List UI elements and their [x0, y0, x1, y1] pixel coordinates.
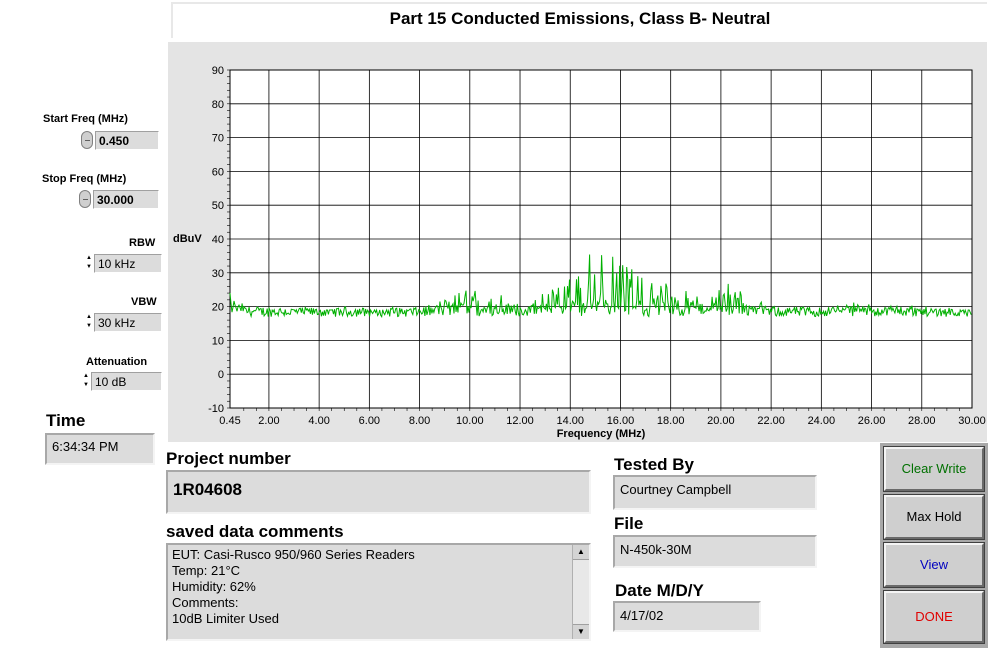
project-number-label: Project number [166, 449, 291, 468]
scroll-up-icon[interactable]: ▲ [573, 545, 589, 560]
comment-line: EUT: Casi-Rusco 950/960 Series Readers [172, 547, 415, 562]
x-tick-label: 24.00 [808, 415, 836, 427]
clear-write-button[interactable]: Clear Write [883, 446, 985, 492]
x-tick-label: 18.00 [657, 415, 685, 427]
y-tick-label: 40 [212, 234, 224, 246]
done-button[interactable]: DONE [883, 590, 985, 644]
rbw-label: RBW [129, 237, 156, 249]
x-tick-label: 8.00 [409, 415, 430, 427]
comments-scrollbar[interactable]: ▲ ▼ [572, 545, 589, 639]
date-label: Date M/D/Y [615, 581, 704, 600]
file-label: File [614, 514, 644, 533]
comments-label: saved data comments [166, 522, 344, 541]
scroll-down-icon[interactable]: ▼ [573, 624, 589, 639]
x-tick-label: 6.00 [359, 415, 380, 427]
y-tick-label: 70 [212, 133, 224, 145]
rbw-select[interactable]: 10 kHz [94, 254, 162, 273]
y-tick-label: 60 [212, 166, 224, 178]
x-tick-label: 2.00 [258, 415, 279, 427]
y-tick-label: 20 [212, 302, 224, 314]
attenuation-label: Attenuation [86, 356, 148, 368]
x-axis-label: Frequency (MHz) [557, 428, 646, 440]
y-tick-label: -10 [208, 403, 224, 415]
x-tick-label: 26.00 [858, 415, 886, 427]
start-freq-input[interactable]: 0.450 [95, 131, 159, 150]
spin-up-icon[interactable]: ▲ [83, 373, 89, 379]
comment-line: Temp: 21°C [172, 563, 241, 578]
y-tick-label: 80 [212, 99, 224, 111]
spin-down-icon[interactable]: ▼ [83, 382, 89, 388]
spin-down-icon[interactable]: ▼ [86, 323, 92, 329]
emission-trace-line [229, 254, 972, 319]
time-display: 6:34:34 PM [45, 433, 155, 465]
spin-up-icon[interactable]: ▲ [86, 255, 92, 261]
x-tick-label: 22.00 [757, 415, 785, 427]
comments-textarea[interactable]: EUT: Casi-Rusco 950/960 Series Readers T… [166, 543, 591, 641]
spin-up-icon[interactable]: ▲ [86, 314, 92, 320]
start-freq-label: Start Freq (MHz) [43, 113, 128, 125]
spectrum-chart: 90 80 70 60 50 40 30 20 10 0 -10 0.45 2.00 4.00 6.00 8.… [168, 42, 987, 442]
comment-line: Comments: [172, 595, 239, 610]
rbw-spinner[interactable]: ▲ ▼ [85, 254, 93, 272]
max-hold-button[interactable]: Max Hold [883, 494, 985, 540]
stop-freq-label: Stop Freq (MHz) [42, 173, 127, 185]
x-tick-label: 12.00 [506, 415, 534, 427]
x-tick-label: 14.00 [556, 415, 584, 427]
tested-by-field[interactable]: Courtney Campbell [613, 475, 817, 510]
tested-by-label: Tested By [614, 455, 694, 474]
y-tick-label: 90 [212, 65, 224, 77]
window-title: Part 15 Conducted Emissions, Class B- Ne… [171, 2, 987, 38]
attenuation-select[interactable]: 10 dB [91, 372, 162, 391]
project-number-field[interactable]: 1R04608 [166, 470, 591, 514]
stop-freq-input[interactable]: 30.000 [93, 190, 159, 209]
x-tick-label: 16.00 [607, 415, 635, 427]
y-tick-label: 30 [212, 268, 224, 280]
y-axis-label: dBuV [173, 233, 202, 245]
y-tick-label: 10 [212, 335, 224, 347]
x-tick-label: 30.00 [958, 415, 986, 427]
start-freq-knob-icon[interactable] [81, 131, 93, 149]
attenuation-spinner[interactable]: ▲ ▼ [82, 372, 90, 390]
vbw-spinner[interactable]: ▲ ▼ [85, 313, 93, 331]
stop-freq-knob-icon[interactable] [79, 190, 91, 208]
x-tick-label: 28.00 [908, 415, 936, 427]
y-tick-label: 50 [212, 200, 224, 212]
comment-line: 10dB Limiter Used [172, 611, 279, 626]
x-tick-label: 10.00 [456, 415, 484, 427]
x-tick-label: 20.00 [707, 415, 735, 427]
comment-line: Humidity: 62% [172, 579, 256, 594]
file-field[interactable]: N-450k-30M [613, 535, 817, 568]
view-button[interactable]: View [883, 542, 985, 588]
spectrum-chart-svg: 90 80 70 60 50 40 30 20 10 0 -100.45 2.00 4.00 6.00 8.… [173, 65, 986, 440]
time-label: Time [46, 411, 86, 430]
vbw-label: VBW [131, 296, 157, 308]
spin-down-icon[interactable]: ▼ [86, 264, 92, 270]
y-tick-label: 0 [218, 369, 224, 381]
x-tick-label: 0.45 [219, 415, 240, 427]
vbw-select[interactable]: 30 kHz [94, 313, 162, 332]
x-tick-label: 4.00 [308, 415, 329, 427]
date-field[interactable]: 4/17/02 [613, 601, 761, 632]
